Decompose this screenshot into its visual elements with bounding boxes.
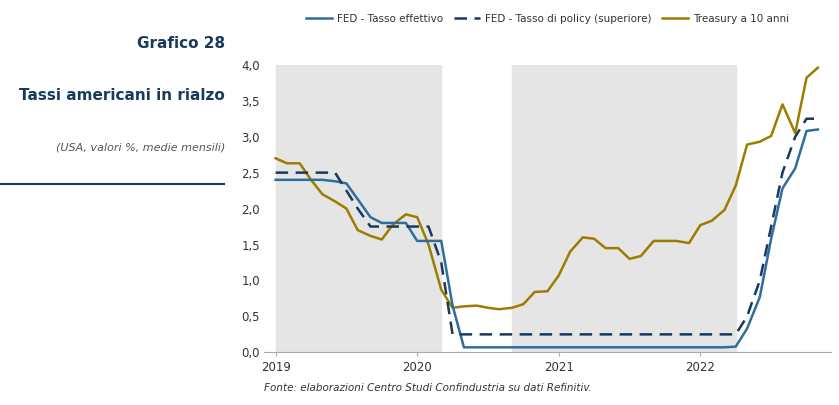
Bar	[512, 65, 736, 352]
Text: (USA, valori %, medie mensili): (USA, valori %, medie mensili)	[56, 143, 225, 153]
Text: Tassi americani in rialzo: Tassi americani in rialzo	[19, 88, 225, 103]
Bar	[275, 65, 441, 352]
Text: Grafico 28: Grafico 28	[137, 36, 225, 51]
Legend: FED - Tasso effettivo, FED - Tasso di policy (superiore), Treasury a 10 anni: FED - Tasso effettivo, FED - Tasso di po…	[301, 10, 794, 28]
Text: Fonte: elaborazioni Centro Studi Confindustria su dati Refinitiv.: Fonte: elaborazioni Centro Studi Confind…	[264, 383, 592, 393]
